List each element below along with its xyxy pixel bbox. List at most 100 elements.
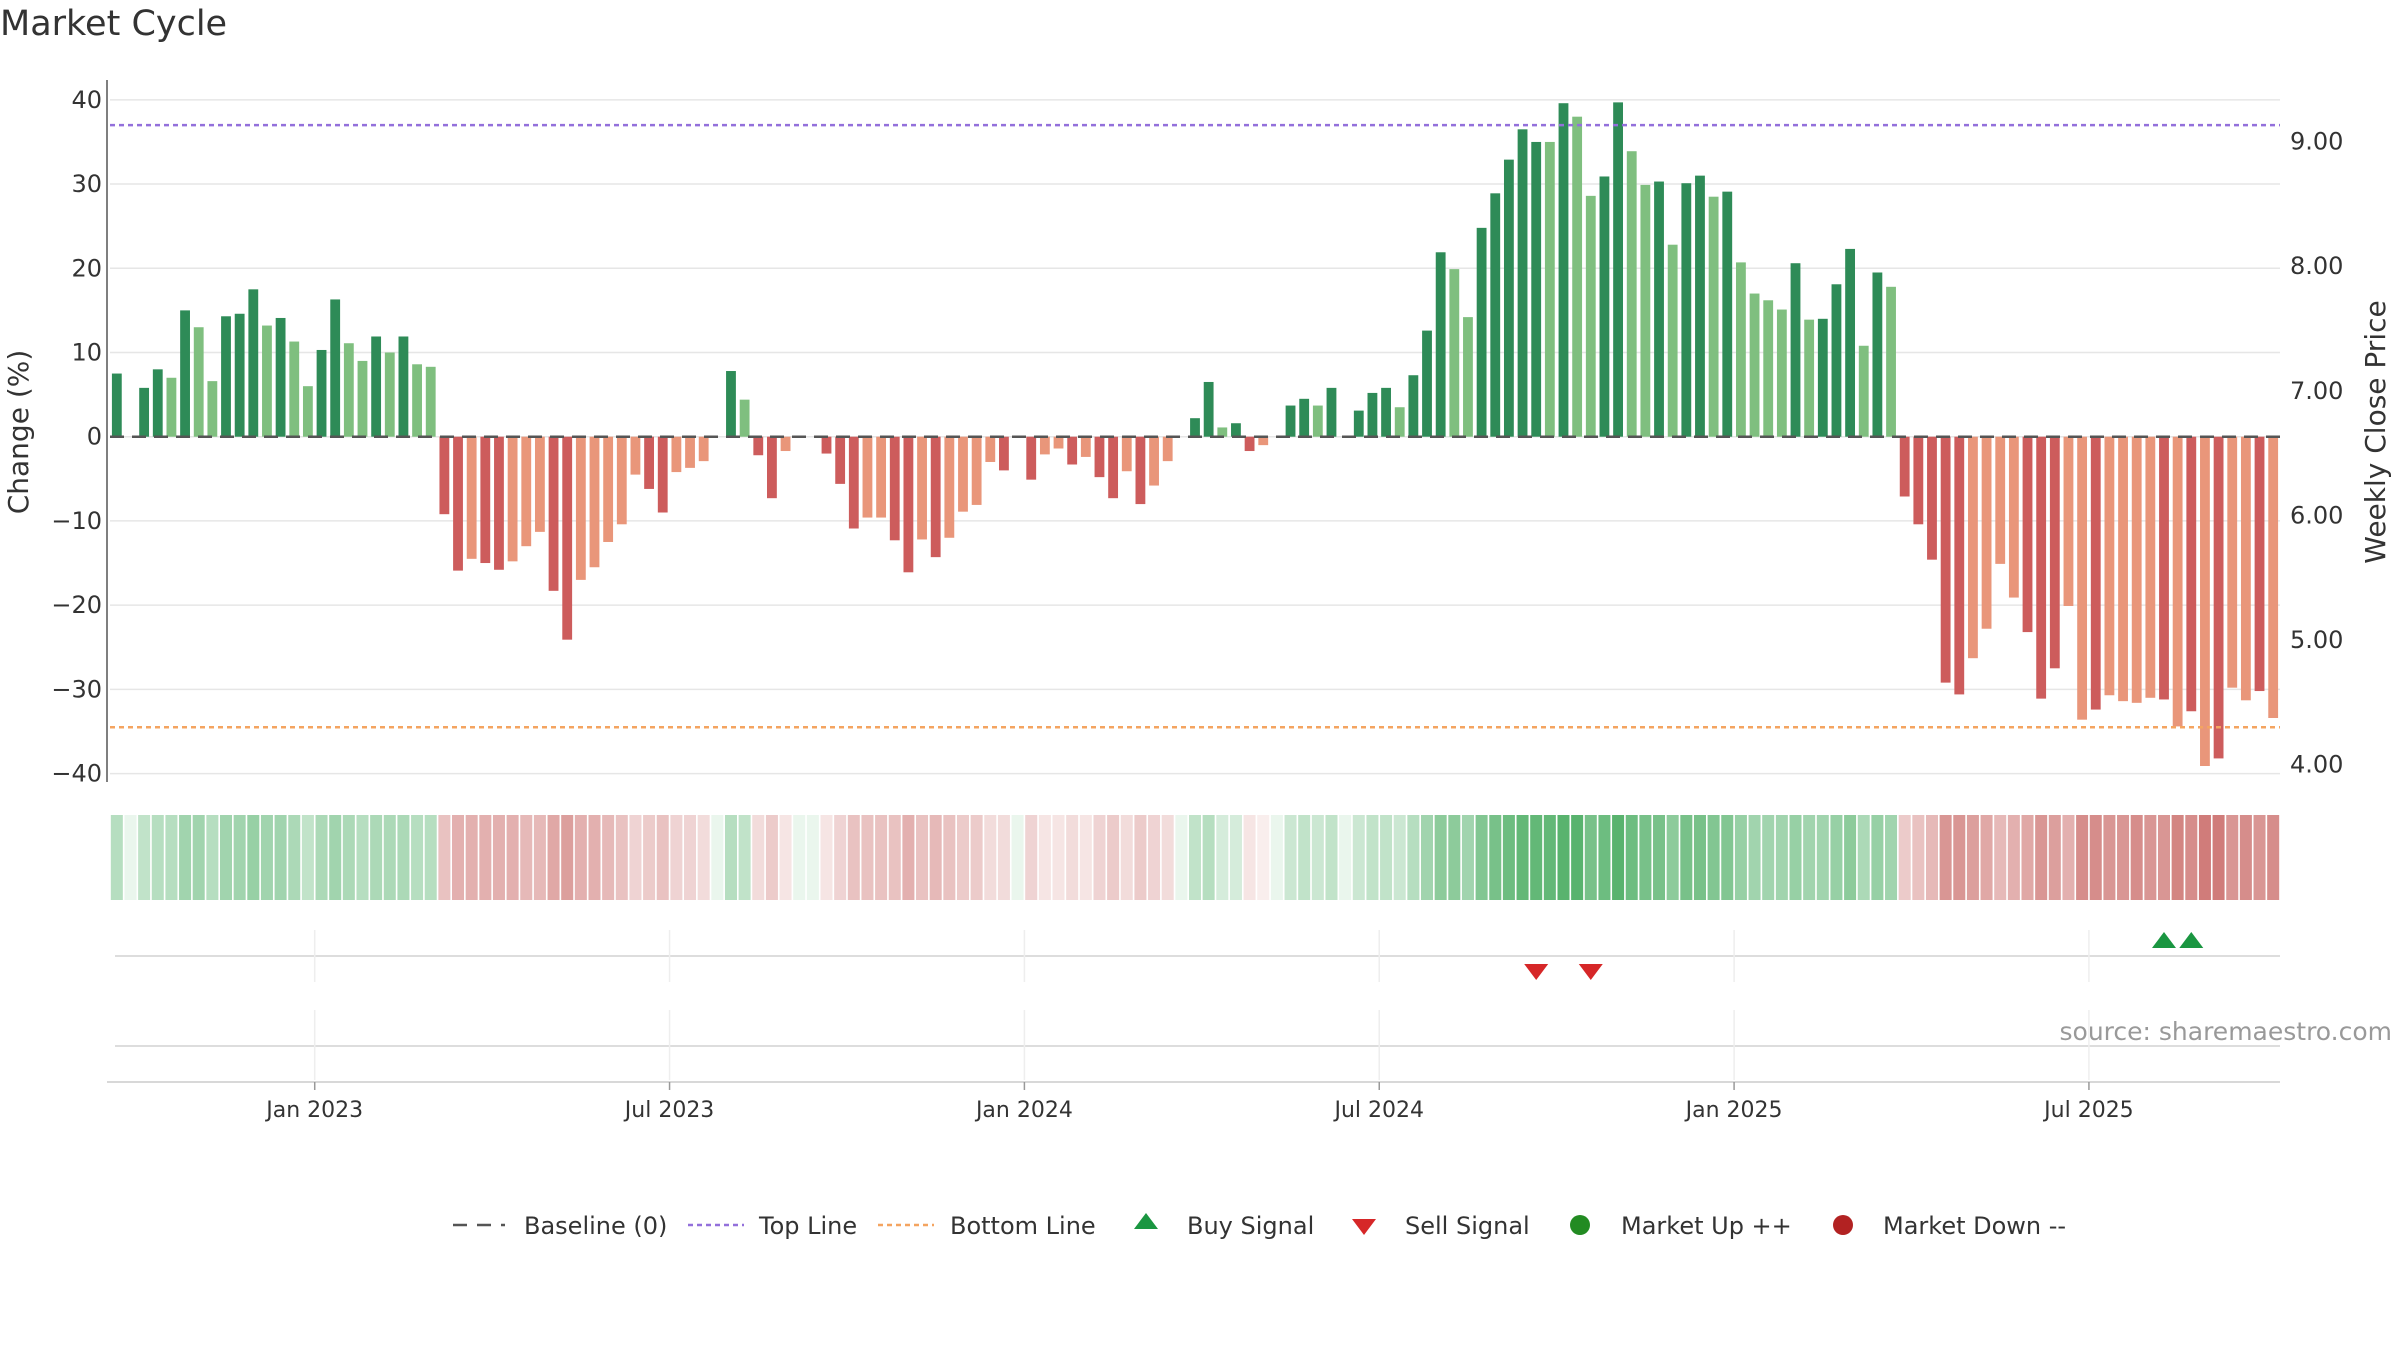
heat-cell <box>1148 815 1161 900</box>
heat-cell <box>1693 815 1706 900</box>
heat-cell <box>738 815 751 900</box>
heat-cell <box>561 815 574 900</box>
heat-cell <box>2267 815 2280 900</box>
heat-cell <box>520 815 533 900</box>
bar <box>1353 410 1364 437</box>
legend-buy-label: Buy Signal <box>1187 1212 1314 1240</box>
heat-cell <box>1325 815 1338 900</box>
bar <box>630 436 641 475</box>
heat-cell <box>397 815 410 900</box>
heat-cell <box>1502 815 1515 900</box>
heat-cell <box>1421 815 1434 900</box>
heat-cell <box>220 815 233 900</box>
y2-tick-label: 6.00 <box>2290 501 2343 529</box>
heat-cell <box>1025 815 1038 900</box>
y-axis-title: Change (%) <box>2 350 35 515</box>
bar <box>1599 176 1610 437</box>
bar <box>507 436 518 562</box>
bar <box>2213 436 2224 759</box>
heat-cell <box>1612 815 1625 900</box>
heat-cell <box>1175 815 1188 900</box>
bar <box>275 317 286 437</box>
heat-cell <box>506 815 519 900</box>
bar <box>1804 319 1815 437</box>
bar <box>2254 436 2265 692</box>
bar <box>944 436 955 538</box>
y2-tick-label: 9.00 <box>2290 128 2343 156</box>
legend-market-down-label: Market Down -- <box>1883 1212 2066 1240</box>
heat-cell <box>2117 815 2130 900</box>
heat-cell <box>2212 815 2225 900</box>
bar <box>1067 436 1078 465</box>
source-label: source: sharemaestro.com <box>2060 1017 2393 1046</box>
heat-cell <box>1830 815 1843 900</box>
heat-cell <box>820 815 833 900</box>
bar <box>999 436 1009 471</box>
heat-cell <box>479 815 492 900</box>
heat-cell <box>438 815 451 900</box>
heat-cell <box>2062 815 2075 900</box>
bar <box>739 399 750 437</box>
heat-cell <box>1844 815 1857 900</box>
heat-cell <box>2144 815 2157 900</box>
bar <box>1585 195 1596 437</box>
bar <box>1640 184 1651 437</box>
bar <box>1026 436 1037 480</box>
heat-cell <box>1407 815 1420 900</box>
heat-cell <box>1994 815 2007 900</box>
bar <box>1749 293 1760 437</box>
heat-cell <box>1898 815 1911 900</box>
heat-cell <box>875 815 888 900</box>
bar <box>289 341 300 437</box>
heat-cell <box>1270 815 1283 900</box>
heat-cell <box>151 815 164 900</box>
bar <box>848 436 859 529</box>
bar <box>1408 375 1419 437</box>
bar <box>1913 436 1924 525</box>
bar <box>2008 436 2019 598</box>
bar <box>780 436 791 452</box>
bar <box>316 349 327 437</box>
heat-cell <box>1134 815 1147 900</box>
heat-cell <box>1079 815 1092 900</box>
heat-cell <box>574 815 587 900</box>
legend-top-line-label: Top Line <box>758 1212 857 1240</box>
bar <box>1190 418 1200 437</box>
heat-cell <box>2035 815 2048 900</box>
bar <box>889 436 900 541</box>
bar <box>1244 436 1255 452</box>
heat-cell <box>1434 815 1447 900</box>
bar <box>1080 436 1091 457</box>
bar <box>2145 436 2156 698</box>
bar <box>1654 181 1664 437</box>
heat-cell <box>615 815 628 900</box>
bar <box>1162 436 1173 462</box>
bar <box>480 436 491 564</box>
heat-cell <box>1352 815 1365 900</box>
bar <box>166 377 177 437</box>
heat-cell <box>138 815 151 900</box>
y2-tick-label: 7.00 <box>2290 377 2343 405</box>
bar <box>1558 103 1569 437</box>
bar <box>330 299 341 437</box>
bar <box>1927 436 1937 560</box>
heat-cell <box>492 815 505 900</box>
bar <box>1039 436 1050 455</box>
y2-tick-label: 8.00 <box>2290 252 2343 280</box>
bar <box>1149 436 1159 486</box>
heat-cell <box>206 815 219 900</box>
bar <box>1517 129 1528 437</box>
bar <box>1613 102 1623 437</box>
bar <box>1695 175 1705 437</box>
bar <box>958 436 968 512</box>
bar <box>698 436 709 462</box>
bar <box>207 381 218 437</box>
heat-cell <box>1188 815 1202 900</box>
bar <box>1872 272 1883 437</box>
x-tick-label: Jul 2024 <box>1332 1098 1424 1123</box>
bar <box>1531 141 1542 437</box>
legend-market-up-icon <box>1570 1215 1590 1235</box>
bar <box>1995 436 2006 564</box>
heat-cell <box>1038 815 1051 900</box>
bar <box>234 313 245 437</box>
